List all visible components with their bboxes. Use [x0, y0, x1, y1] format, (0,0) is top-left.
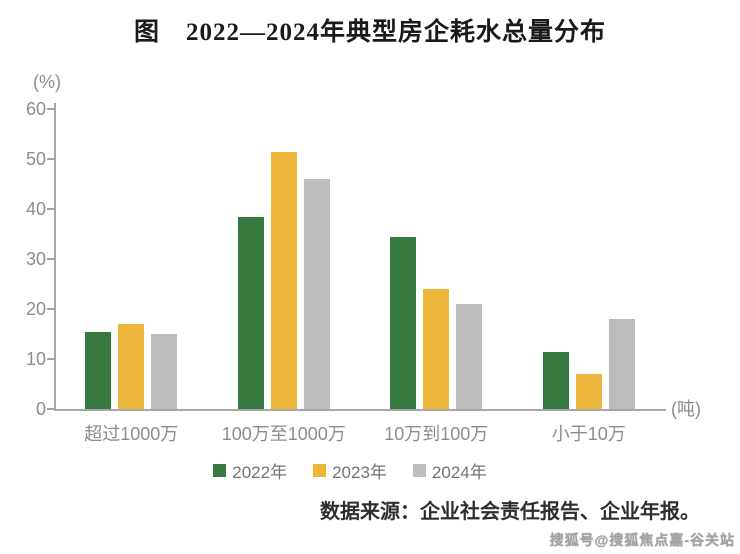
- x-category-label: 超过1000万: [84, 424, 179, 444]
- bar-group: [360, 236, 513, 409]
- legend-label: 2022年: [232, 463, 288, 482]
- y-tick-label: 60: [25, 99, 46, 119]
- bar-2023: [270, 151, 297, 409]
- x-category-label: 10万到100万: [384, 424, 489, 444]
- bar-2022: [237, 216, 264, 409]
- bar-group: [208, 151, 361, 409]
- y-tick-mark: [47, 408, 54, 410]
- legend-label: 2023年: [332, 463, 387, 482]
- x-category-label: 100万至1000万: [221, 424, 346, 444]
- legend: 2022年 2023年 2024年: [0, 458, 700, 483]
- legend-item: 2023年: [313, 458, 387, 483]
- y-tick-mark: [47, 308, 54, 310]
- chart-title: 图 2022—2024年典型房企耗水总量分布: [133, 19, 606, 46]
- y-axis-unit-label: (%): [33, 72, 61, 92]
- legend-item: 2022年: [213, 458, 287, 483]
- bar-2022: [542, 351, 569, 409]
- y-tick-label: 40: [25, 199, 46, 219]
- y-tick-mark: [47, 358, 54, 360]
- y-tick-mark: [47, 258, 54, 260]
- bar-2024: [151, 334, 178, 409]
- x-axis-unit-label: (吨): [671, 399, 701, 419]
- legend-swatch-icon: [412, 464, 426, 477]
- y-tick-mark: [47, 108, 54, 110]
- bar-2024: [608, 319, 635, 409]
- y-tick-label: 10: [25, 349, 46, 369]
- y-tick-label: 20: [25, 299, 46, 319]
- y-tick-label: 30: [25, 249, 46, 269]
- x-axis-line: [54, 409, 666, 411]
- bar-2023: [118, 324, 145, 409]
- bar-2024: [303, 179, 330, 409]
- y-tick-label: 0: [35, 399, 46, 419]
- y-axis-line: [54, 103, 56, 411]
- x-axis-labels: 超过1000万 100万至1000万 10万到100万 小于10万: [55, 420, 665, 446]
- legend-item: 2024年: [412, 458, 487, 483]
- source-note: 数据来源：企业社会责任报告、企业年报。: [320, 501, 700, 523]
- bar-group: [513, 319, 666, 409]
- plot-area: [55, 109, 665, 409]
- bar-2024: [456, 304, 483, 409]
- y-tick-label: 50: [25, 149, 46, 169]
- x-category-label: 小于10万: [551, 424, 626, 444]
- y-tick-mark: [47, 208, 54, 210]
- watermark: 搜狐号@搜狐焦点嘉-谷关站: [549, 532, 735, 548]
- legend-swatch-icon: [213, 464, 227, 477]
- legend-swatch-icon: [313, 464, 327, 477]
- y-axis-ticks: 0 10 20 30 40 50 60: [0, 99, 55, 419]
- bar-2023: [575, 374, 602, 409]
- bar-2022: [390, 236, 417, 409]
- bar-2023: [423, 289, 450, 409]
- bar-2022: [85, 331, 112, 409]
- bar-group: [55, 324, 208, 409]
- y-tick-mark: [47, 158, 54, 160]
- legend-label: 2024年: [431, 463, 487, 482]
